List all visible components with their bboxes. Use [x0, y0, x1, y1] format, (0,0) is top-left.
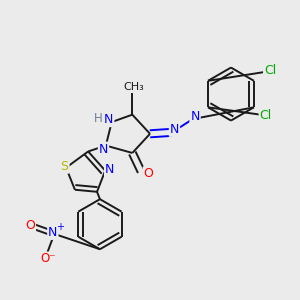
Text: Cl: Cl	[260, 109, 272, 122]
Text: N: N	[170, 123, 179, 136]
Text: CH₃: CH₃	[123, 82, 144, 92]
Text: N: N	[48, 226, 58, 239]
Text: +: +	[56, 222, 64, 233]
Text: S: S	[61, 160, 69, 173]
Text: Cl: Cl	[264, 64, 276, 77]
Text: O: O	[144, 167, 154, 180]
Text: N: N	[104, 113, 113, 126]
Text: N: N	[99, 142, 108, 156]
Text: H: H	[94, 112, 103, 125]
Text: O: O	[25, 219, 35, 232]
Text: N: N	[190, 110, 200, 123]
Text: O⁻: O⁻	[41, 252, 56, 266]
Text: N: N	[105, 163, 114, 176]
